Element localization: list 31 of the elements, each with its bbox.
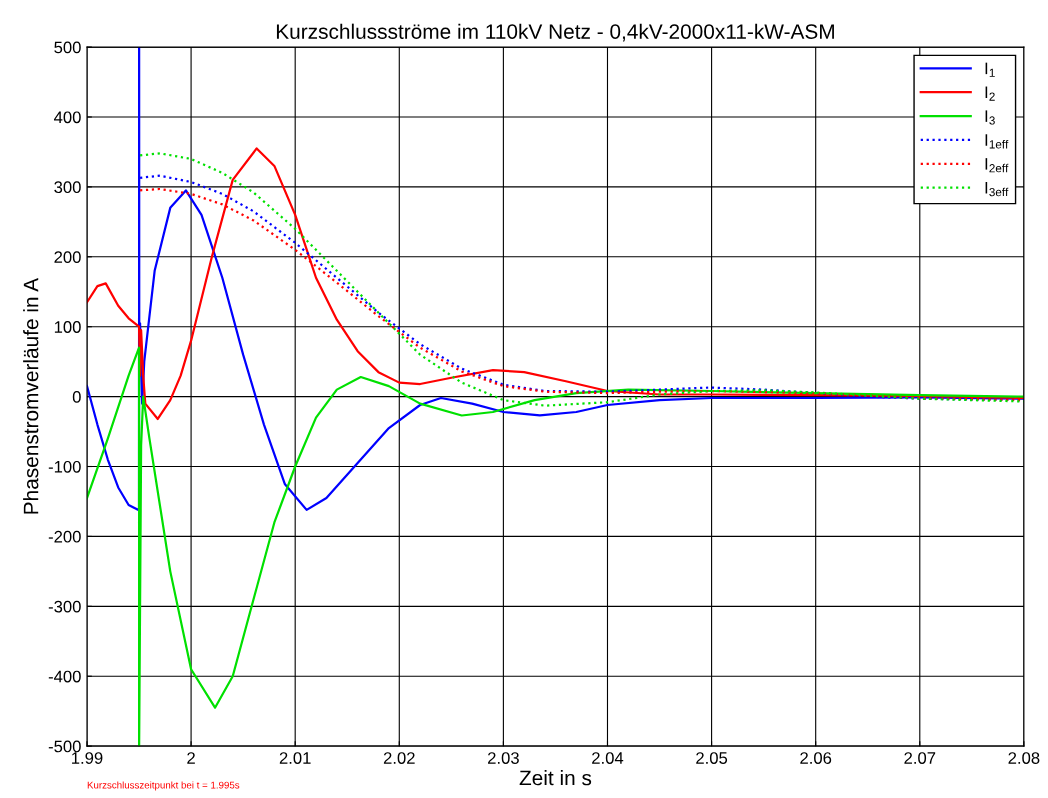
text: Kurzschlusszeitpunkt bei t = 1.995s: [87, 781, 240, 791]
x-axis-title: Zeit in s: [519, 770, 592, 786]
legend-label: I$_{2}$: [985, 86, 995, 101]
y-tick-label: -400: [48, 670, 81, 683]
x-tick-label: 2.03: [488, 752, 519, 764]
y-tick-label: 300: [54, 181, 81, 194]
x-tick-label: 2.06: [800, 752, 832, 764]
legend-label: I$_{1}$: [985, 62, 995, 77]
legend-label: I$_{2eff}$: [985, 158, 1009, 173]
y-tick-label: 200: [54, 251, 81, 263]
y-axis-title: Phasenstromverläufe in A: [23, 277, 39, 514]
y-tick-label: 400: [54, 111, 81, 124]
y-tick-label: -500: [48, 740, 81, 753]
y-tick-label: -200: [48, 530, 81, 543]
chart-title: Kurzschlussströme im 110kV Netz - 0,4kV-2000x11-kW-ASM: [276, 23, 834, 42]
x-tick-label: 2.01: [279, 752, 311, 764]
x-tick-label: 2.08: [1008, 752, 1040, 764]
legend-label: I$_{3}$: [985, 110, 995, 125]
x-tick-label: 2.02: [383, 752, 415, 764]
x-tick-label: 1.99: [72, 752, 103, 764]
x-tick-label: 2.07: [904, 752, 936, 764]
legend-label: I$_{1eff}$: [985, 134, 1009, 149]
x-tick-label: 2.04: [592, 752, 624, 764]
y-tick-label: -100: [48, 460, 81, 473]
x-tick-label: 2: [187, 752, 195, 764]
legend-label: I$_{3eff}$: [985, 182, 1009, 197]
x-tick-label: 2.05: [696, 752, 728, 764]
y-tick-label: 500: [54, 41, 81, 54]
y-tick-label: 0: [72, 391, 81, 403]
y-tick-label: 100: [54, 321, 81, 333]
y-tick-label: -300: [48, 600, 81, 613]
